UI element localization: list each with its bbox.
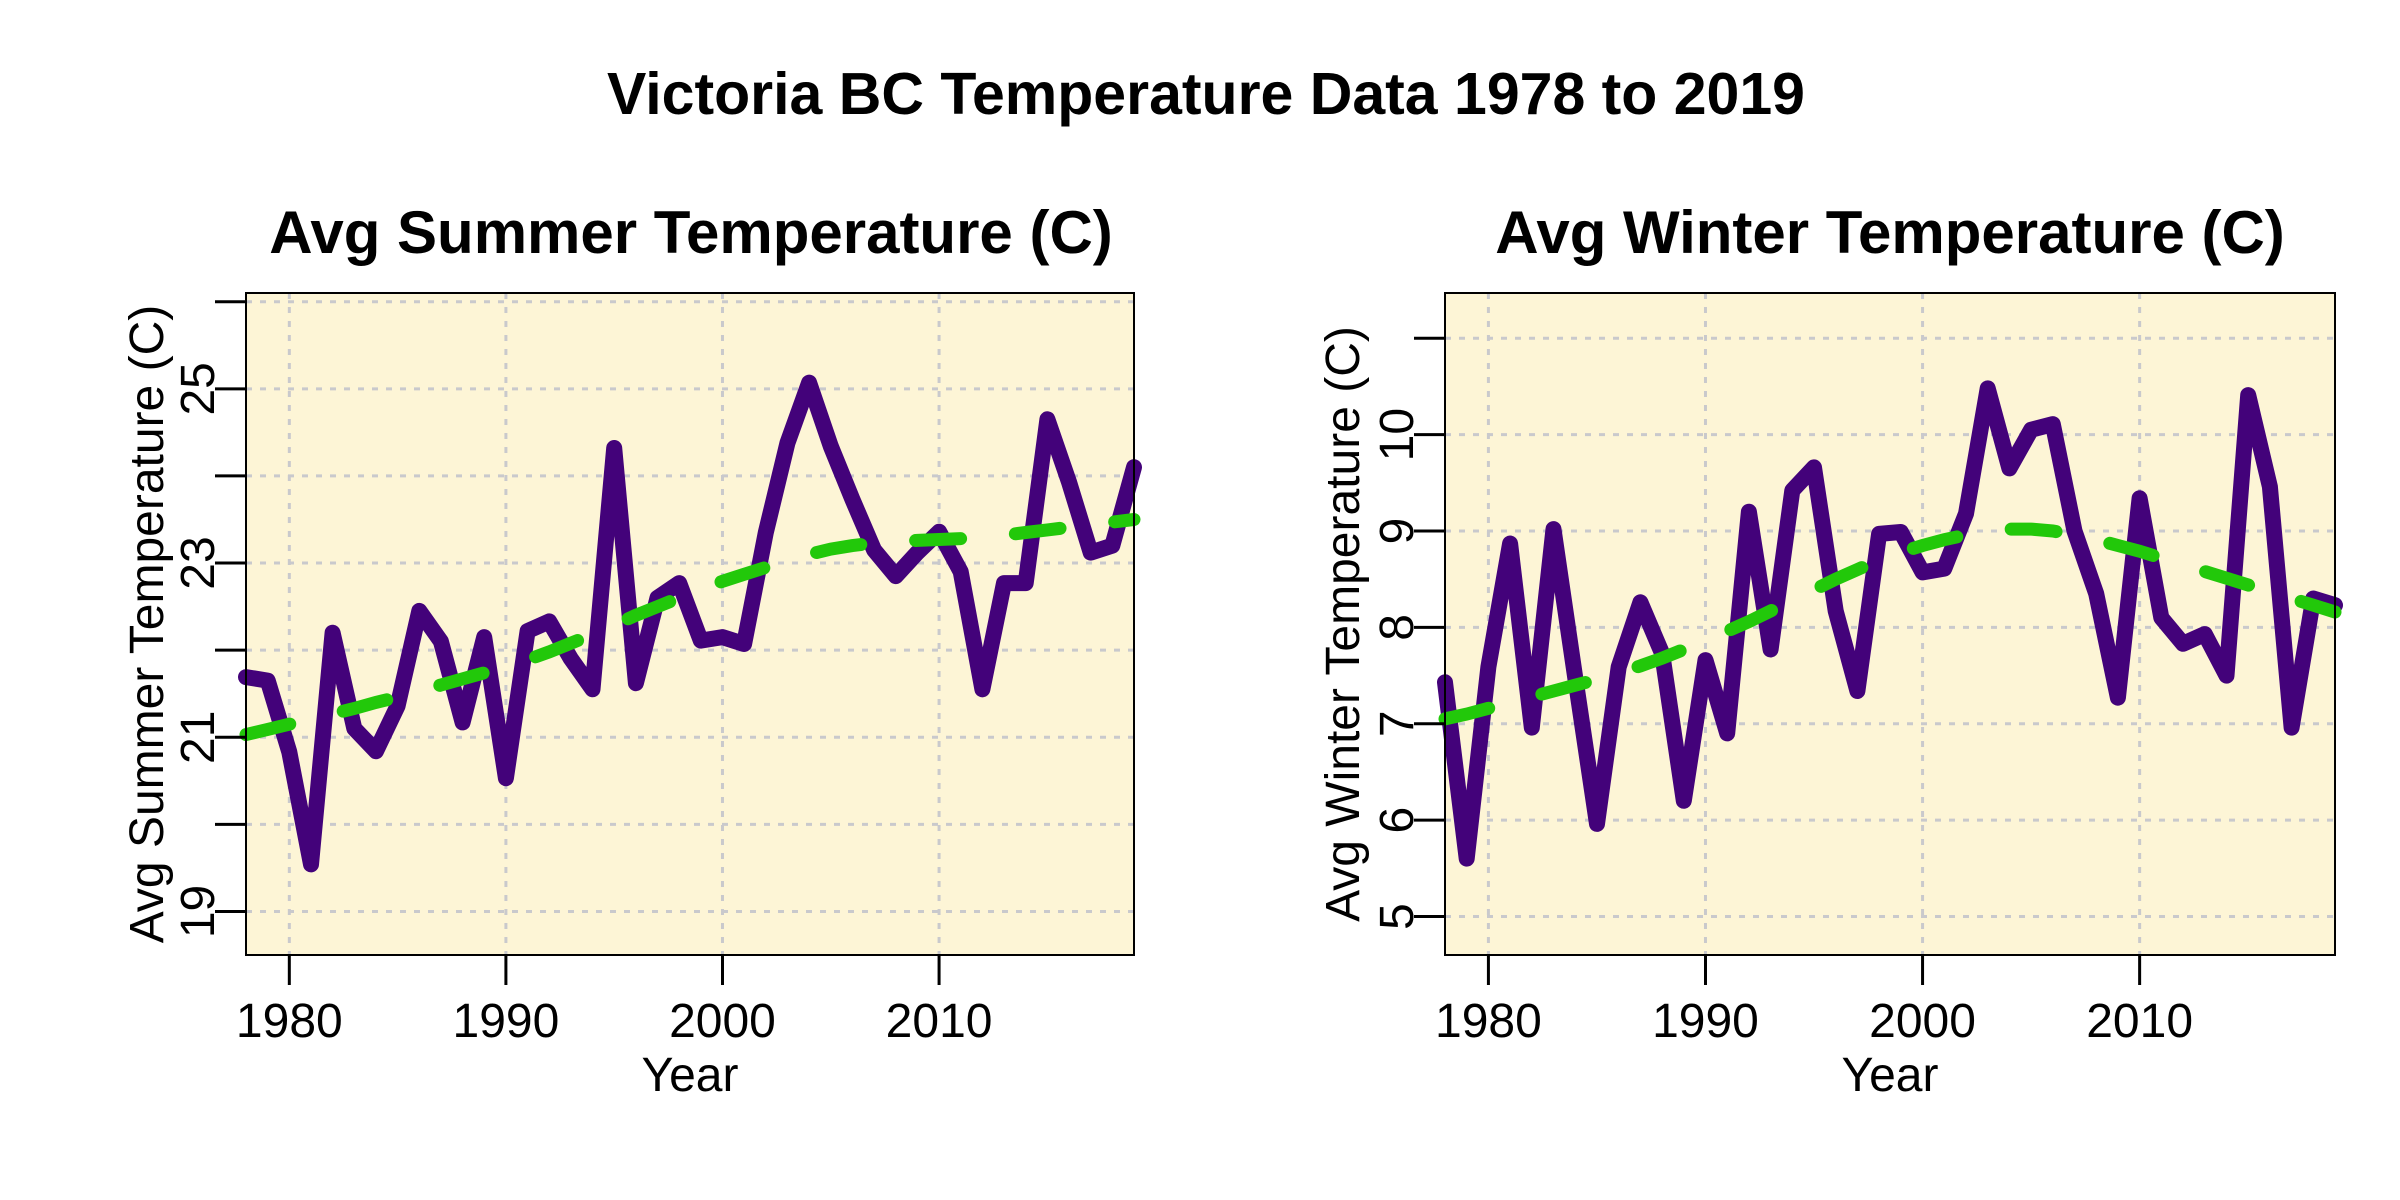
summer-x-tick-label: 1980	[236, 995, 343, 1048]
summer-y-tick-label: 21	[172, 711, 225, 764]
winter-y-tick-label: 6	[1371, 807, 1424, 834]
summer-panel: 19 21 23 25 1980 1990 2000 2010 Avg Summer Tempe…	[121, 199, 1142, 1102]
summer-x-axis-label: Year	[642, 1049, 739, 1102]
summer-panel-title: Avg Summer Temperature (C)	[269, 199, 1113, 266]
winter-x-tick-label: 1990	[1652, 995, 1759, 1048]
summer-x-tick-label: 2010	[886, 995, 993, 1048]
summer-x-tick-label: 2000	[669, 995, 776, 1048]
winter-panel: 5 6 7 8 9 10 1980 1990 2000 2010 Avg Winter Temper…	[1317, 199, 2343, 1102]
winter-x-tick-label: 2000	[1869, 995, 1976, 1048]
summer-y-tick-label: 25	[172, 362, 225, 415]
winter-y-tick-label: 8	[1371, 614, 1424, 641]
winter-plot-area	[1445, 293, 2335, 955]
summer-x-tick-label: 1990	[453, 995, 560, 1048]
winter-x-axis-label: Year	[1842, 1049, 1939, 1102]
summer-series-line	[238, 374, 1142, 873]
winter-y-tick-label: 7	[1371, 710, 1424, 737]
summer-plot-frame	[245, 292, 1135, 956]
winter-plot-frame	[1444, 292, 2336, 956]
winter-x-tick-label: 1980	[1435, 995, 1542, 1048]
winter-panel-title: Avg Winter Temperature (C)	[1495, 199, 2285, 266]
winter-series-line	[1437, 380, 2343, 867]
summer-y-tick-label: 19	[172, 885, 225, 938]
winter-y-axis-label: Avg Winter Temperature (C)	[1317, 326, 1370, 922]
winter-y-tick-label: 10	[1371, 408, 1424, 461]
summer-y-tick-label: 23	[172, 536, 225, 589]
winter-x-tick-label: 2010	[2086, 995, 2193, 1048]
figure-title: Victoria BC Temperature Data 1978 to 201…	[607, 61, 1805, 127]
winter-y-tick-label: 9	[1371, 518, 1424, 545]
summer-y-axis-label: Avg Summer Temperature (C)	[121, 305, 174, 943]
winter-y-tick-label: 5	[1371, 903, 1424, 930]
